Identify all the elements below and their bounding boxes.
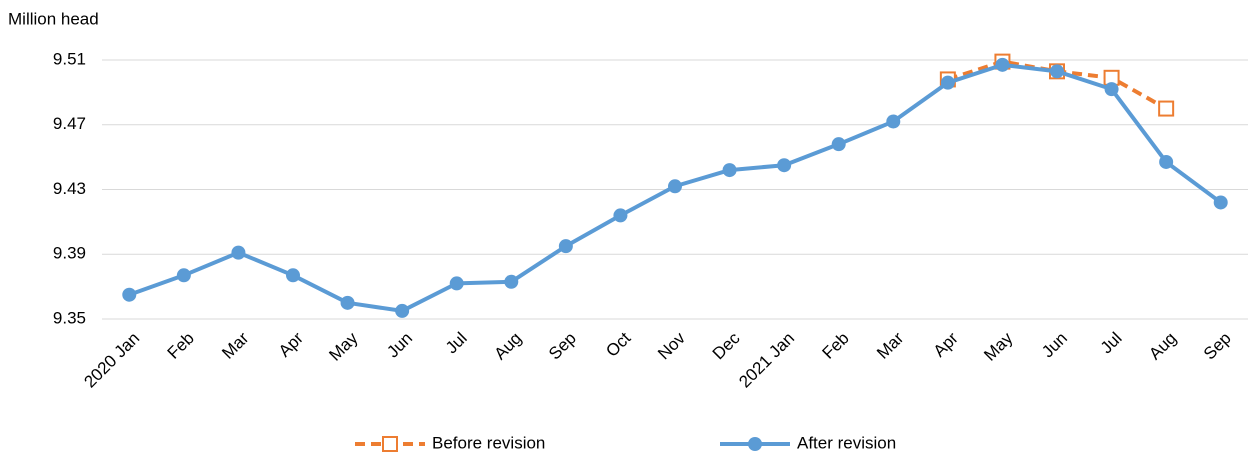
y-tick-label: 9.51 (53, 49, 86, 68)
legend-marker (748, 437, 762, 451)
x-tick-label: Aug (1145, 329, 1180, 364)
marker (668, 179, 682, 194)
marker (940, 75, 955, 90)
marker (176, 268, 191, 283)
legend-label: After revision (797, 433, 896, 452)
y-tick-label: 9.43 (53, 179, 86, 198)
marker (1158, 100, 1175, 117)
x-tick-label: Dec (709, 328, 744, 363)
y-tick-label: 9.47 (53, 114, 86, 133)
marker (722, 163, 737, 178)
x-tick-label: Feb (164, 329, 198, 363)
marker (1050, 64, 1064, 79)
x-tick-label: Jun (383, 329, 416, 362)
x-tick-label: Aug (490, 329, 525, 364)
x-tick-label: Nov (654, 328, 689, 363)
marker (1104, 82, 1119, 97)
marker (1213, 195, 1228, 210)
x-tick-label: 2021 Jan (735, 329, 798, 392)
legend-marker (382, 436, 398, 452)
x-tick-label: Mar (873, 328, 907, 362)
x-tick-label: Sep (545, 329, 580, 364)
marker (449, 276, 464, 291)
marker (558, 239, 573, 254)
legend-label: Before revision (432, 433, 545, 452)
marker (613, 208, 628, 223)
marker (831, 137, 846, 152)
x-tick-label: Mar (218, 328, 252, 362)
x-tick-label: 2020 Jan (80, 329, 143, 392)
x-tick-label: Jul (1097, 329, 1126, 358)
x-tick-label: Oct (602, 328, 634, 360)
x-tick-label: May (325, 328, 361, 364)
x-tick-label: Apr (930, 328, 962, 360)
y-axis-label: Million head (8, 9, 99, 28)
x-tick-label: Jun (1038, 329, 1071, 362)
y-tick-label: 9.39 (53, 244, 86, 263)
x-tick-label: Feb (819, 329, 853, 363)
x-tick-label: May (980, 328, 1016, 364)
marker (886, 114, 901, 129)
marker (777, 158, 792, 173)
marker (340, 295, 355, 310)
x-tick-label: Apr (275, 328, 307, 360)
marker (231, 245, 246, 260)
marker (995, 57, 1010, 72)
marker (504, 274, 519, 289)
y-tick-label: 9.35 (53, 308, 86, 327)
marker (122, 287, 137, 302)
x-tick-label: Sep (1200, 329, 1235, 364)
marker (286, 268, 300, 283)
marker (1159, 154, 1174, 169)
x-tick-label: Jul (442, 329, 471, 358)
marker (395, 303, 410, 318)
